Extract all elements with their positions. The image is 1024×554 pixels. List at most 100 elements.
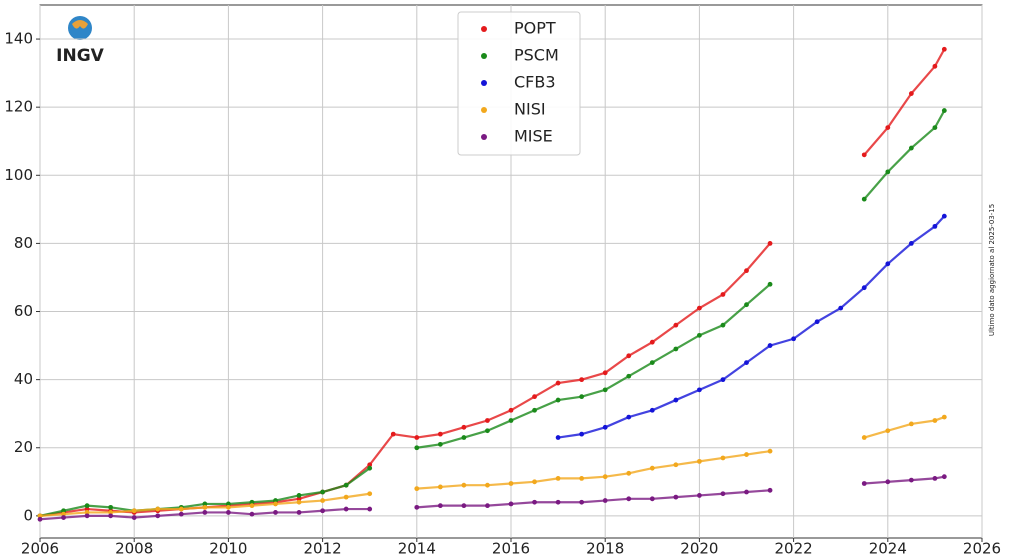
y-tick-label: 20 <box>14 438 33 456</box>
data-point <box>555 435 561 440</box>
data-point <box>767 487 773 493</box>
data-point <box>861 152 867 158</box>
data-point <box>885 169 891 175</box>
data-point <box>296 493 302 498</box>
data-point <box>673 462 679 468</box>
data-point <box>697 493 702 498</box>
data-point <box>941 46 947 52</box>
data-point <box>861 481 867 486</box>
data-point <box>941 414 947 420</box>
data-point <box>555 499 561 505</box>
data-point <box>941 213 947 219</box>
data-point <box>649 339 655 345</box>
series-trace <box>39 475 945 521</box>
data-point <box>744 360 749 366</box>
data-point <box>485 482 490 488</box>
data-point <box>814 319 820 325</box>
data-point <box>273 498 278 503</box>
data-point <box>744 489 749 495</box>
y-tick-label: 60 <box>14 302 33 320</box>
data-point <box>343 506 349 512</box>
data-point <box>414 504 420 510</box>
data-point <box>343 482 349 488</box>
data-point <box>508 481 514 486</box>
data-point <box>437 431 443 437</box>
y-tick-label: 80 <box>14 234 33 252</box>
x-tick-label: 2024 <box>869 540 907 554</box>
data-point <box>249 511 255 517</box>
data-point <box>249 503 255 509</box>
series-trace <box>557 215 946 439</box>
data-point <box>673 494 679 500</box>
data-point <box>744 452 749 457</box>
series-trace <box>39 416 945 517</box>
data-point <box>61 508 66 514</box>
x-tick-label: 2006 <box>21 540 59 554</box>
data-point <box>697 387 702 393</box>
data-point <box>579 377 585 383</box>
series <box>37 414 947 519</box>
legend-label: POPT <box>514 19 556 38</box>
logo-text: INGV <box>56 46 105 66</box>
data-point <box>908 477 914 483</box>
data-point <box>626 373 632 379</box>
logo-globe <box>68 16 92 40</box>
series <box>37 474 947 522</box>
data-point <box>579 431 585 437</box>
data-point <box>532 394 537 400</box>
legend-marker <box>481 107 487 113</box>
data-point <box>461 435 467 440</box>
logo-land <box>72 20 88 29</box>
data-point <box>908 241 914 246</box>
data-point <box>767 448 773 454</box>
data-point <box>626 496 632 502</box>
data-point <box>508 407 514 413</box>
data-point <box>414 486 420 492</box>
data-point <box>932 63 938 69</box>
data-point <box>226 510 231 515</box>
data-point <box>602 370 608 376</box>
data-point <box>532 499 537 505</box>
x-tick-label: 2014 <box>398 540 436 554</box>
data-point <box>791 336 796 342</box>
data-point <box>602 424 608 430</box>
data-point <box>273 501 278 507</box>
data-point <box>61 511 66 517</box>
data-point <box>532 407 537 413</box>
data-point <box>84 513 90 519</box>
data-point <box>131 515 137 520</box>
legend-label: PSCM <box>514 46 559 65</box>
data-point <box>414 445 420 451</box>
data-point <box>155 506 161 512</box>
data-point <box>697 458 702 464</box>
y-tick-label: 40 <box>14 370 33 388</box>
data-point <box>461 424 467 430</box>
legend-marker <box>481 26 487 32</box>
data-point <box>941 474 947 480</box>
data-point <box>37 516 43 522</box>
data-point <box>367 491 373 497</box>
data-point <box>202 501 208 507</box>
data-point <box>932 125 938 131</box>
data-point <box>202 504 208 510</box>
data-point <box>108 510 114 515</box>
x-tick-label: 2020 <box>680 540 718 554</box>
y-tick-label: 0 <box>23 506 33 524</box>
data-point <box>626 470 632 476</box>
data-point <box>649 360 655 366</box>
data-point <box>941 108 947 113</box>
data-point <box>555 475 561 481</box>
data-point <box>485 418 490 423</box>
data-point <box>720 491 726 497</box>
data-point <box>932 223 938 229</box>
data-point <box>296 499 302 505</box>
data-point <box>932 475 938 481</box>
data-point <box>249 499 255 505</box>
legend-label: CFB3 <box>514 73 556 92</box>
data-point <box>720 322 726 328</box>
series <box>555 213 947 440</box>
data-point <box>767 241 773 246</box>
data-point <box>579 499 585 505</box>
legend-marker <box>481 53 487 59</box>
